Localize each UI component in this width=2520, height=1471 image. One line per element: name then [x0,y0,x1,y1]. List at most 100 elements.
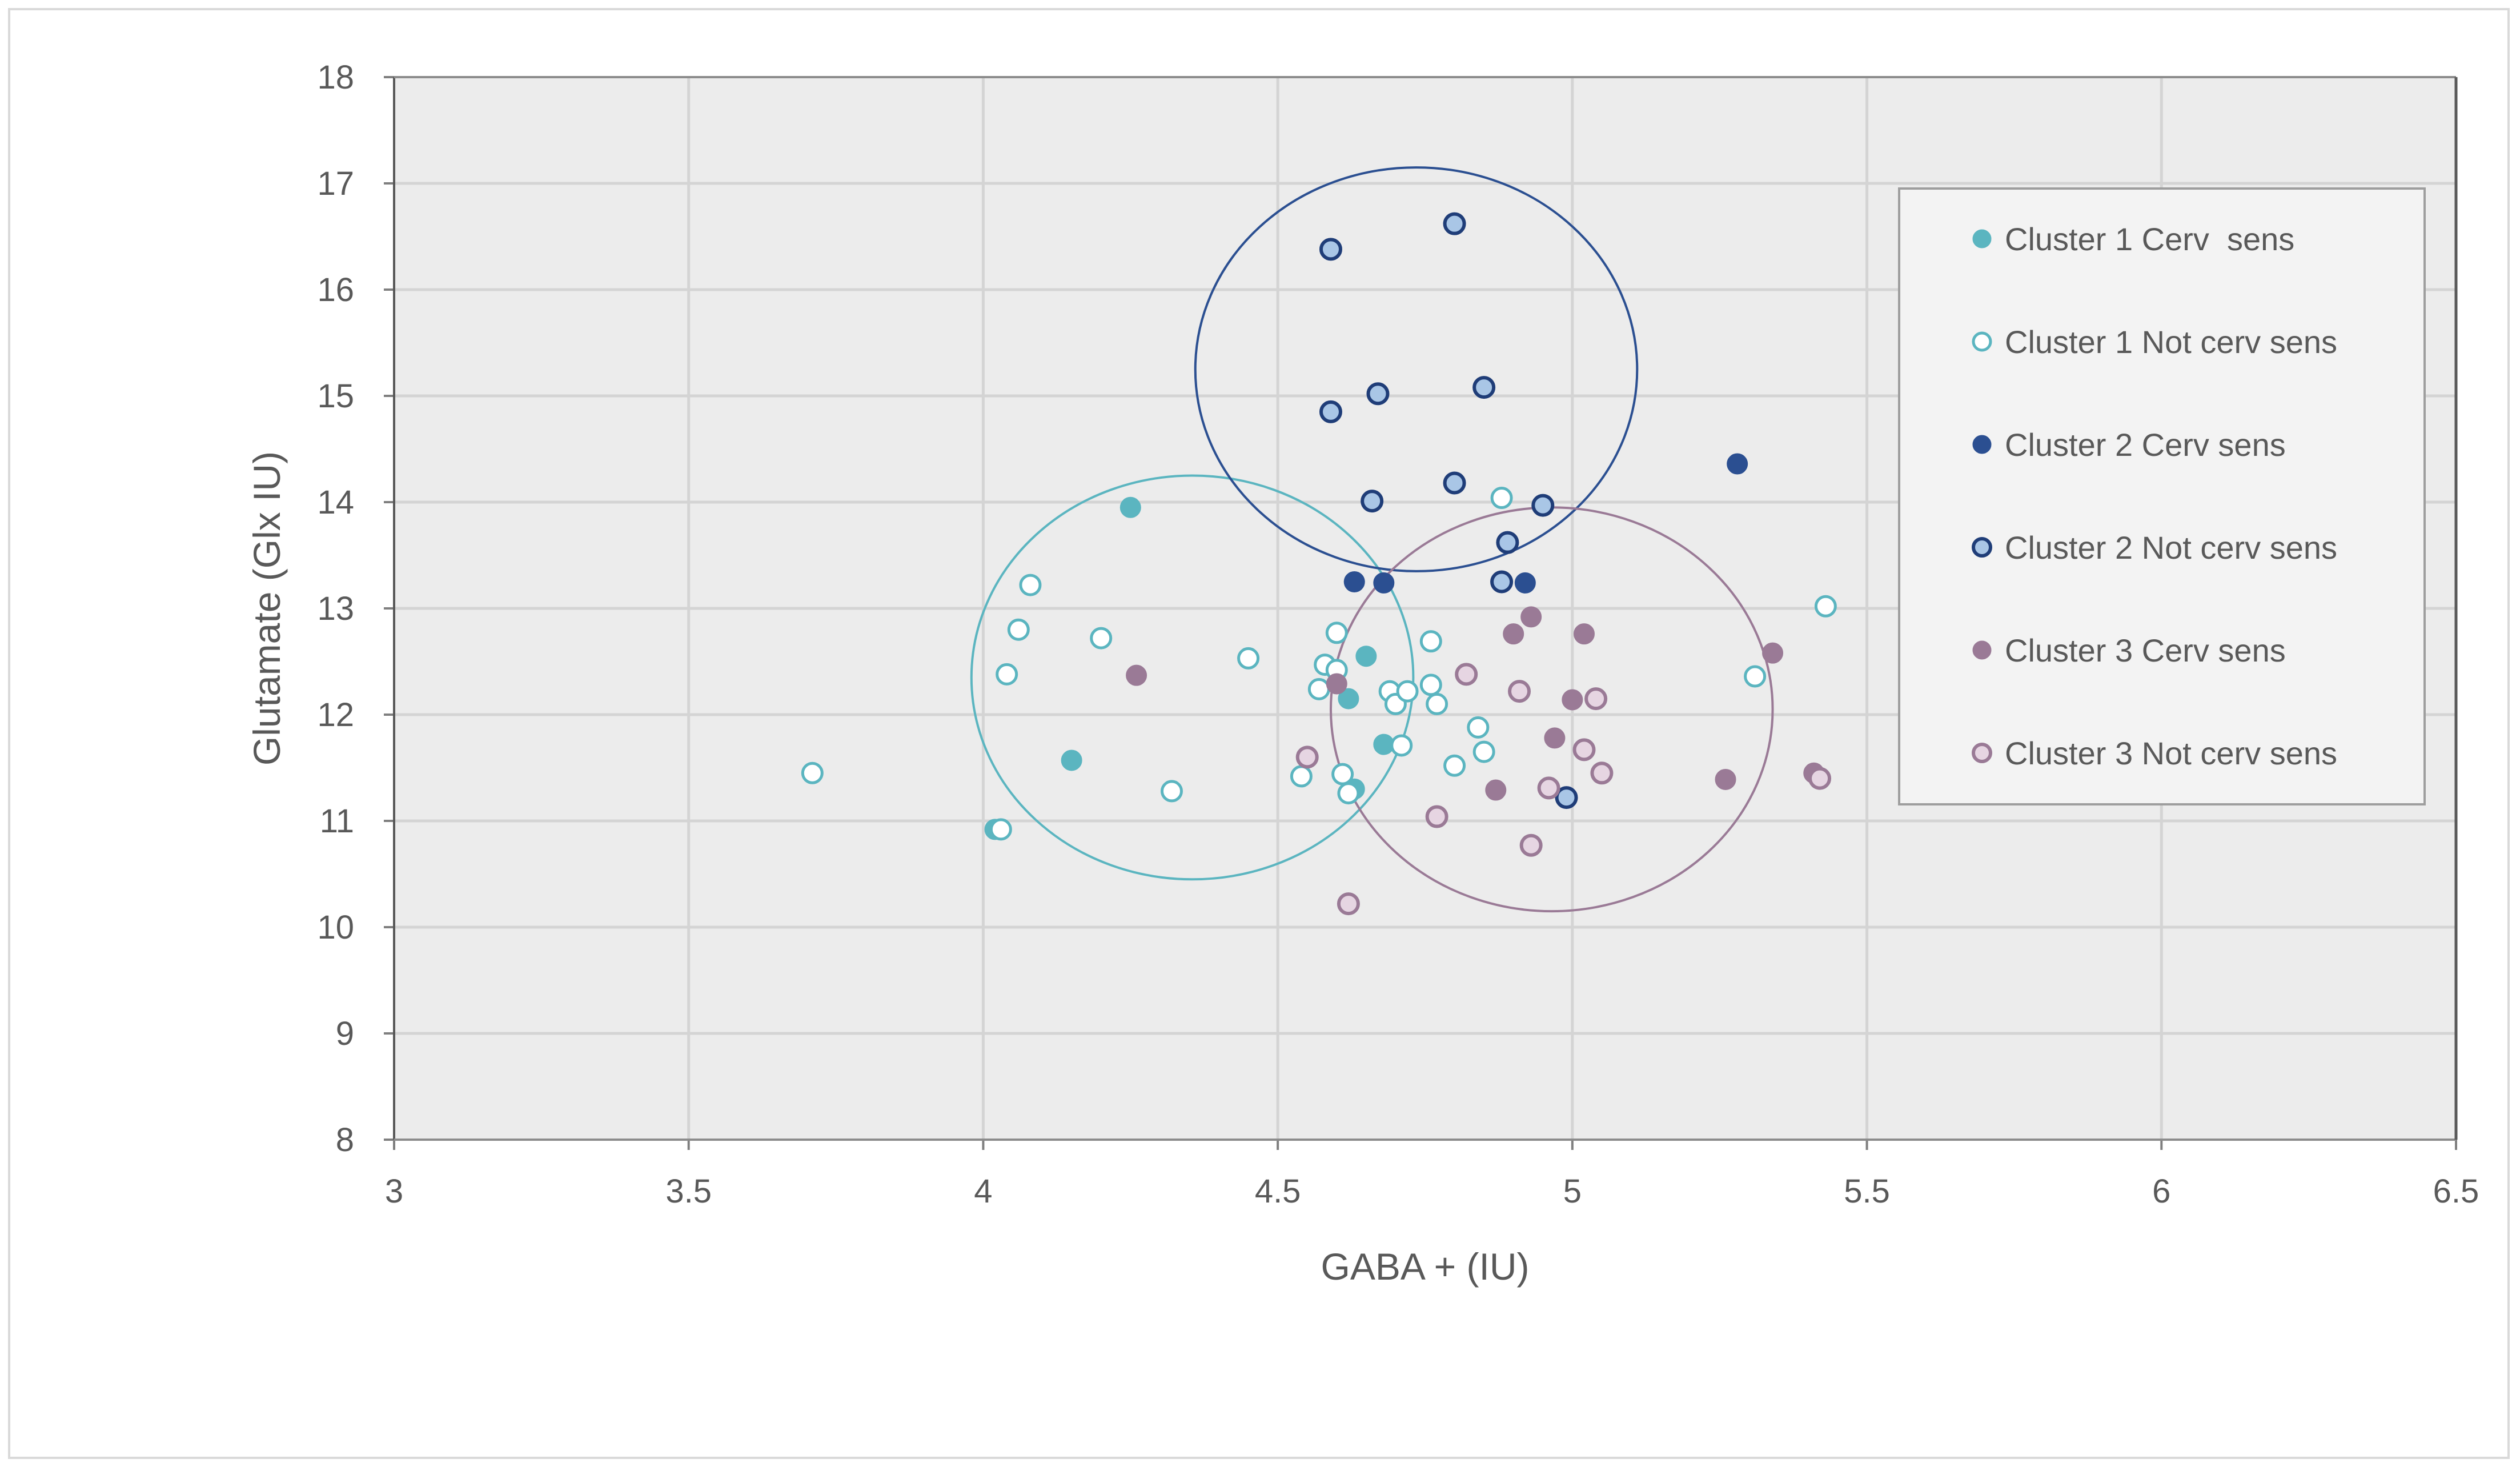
data-point [1419,674,1442,696]
data-point [1472,740,1495,763]
data-point [989,818,1012,841]
data-points [801,212,1837,916]
x-tick-label: 3 [385,1173,403,1210]
legend: Cluster 1 Cerv sens Cluster 1 Not cerv se… [1898,187,2426,805]
axes: 3 3.5 4 4.5 5 5.5 6 6.5 8 9 10 11 12 13 14 15 16 17 18 [317,59,2479,1210]
x-tick-label: 5 [1563,1173,1582,1210]
data-point [1119,496,1141,518]
y-tick-label: 15 [317,378,354,415]
data-point [1455,663,1478,686]
x-tick-label: 4 [974,1173,992,1210]
y-axis-title: Glutamate (Glx IU) [246,451,288,765]
data-point [1007,618,1030,641]
data-point [1519,833,1543,857]
data-point [1331,763,1354,785]
data-point [1373,572,1395,594]
data-point [1390,734,1413,757]
y-tick-label: 11 [320,803,354,840]
data-point [1496,531,1519,554]
data-point [1443,471,1466,495]
legend-label: Cluster 3 Not cerv sens [2005,735,2337,771]
legend-marker [1972,743,1992,763]
data-point [1338,688,1359,710]
x-tick-label: 5.5 [1844,1173,1890,1210]
data-point [1537,776,1560,800]
data-point [1808,767,1832,790]
data-point [1443,754,1466,777]
cluster-ellipse [1194,166,1639,572]
data-point [1319,400,1342,423]
data-point [1355,646,1377,667]
data-point [1544,727,1566,749]
data-point [1366,382,1390,406]
y-tick-label: 9 [336,1015,354,1052]
data-point [1307,678,1330,700]
data-point [1715,768,1736,790]
data-point [1508,680,1531,703]
legend-marker [1972,537,1992,558]
data-point [1326,673,1347,695]
data-point [1584,687,1608,711]
legend-box [1898,187,2426,805]
x-tick-label: 6 [2152,1173,2170,1210]
data-point [1485,779,1507,801]
data-point [1290,765,1313,788]
data-point [1762,642,1784,664]
y-tick-label: 17 [317,165,354,202]
data-point [1562,689,1583,711]
data-point [1531,494,1555,517]
legend-label: Cluster 2 Cerv sens [2005,427,2286,463]
legend-label: Cluster 2 Not cerv sens [2005,530,2337,566]
legend-label: Cluster 1 Not cerv sens [2005,324,2337,360]
data-point [1343,571,1365,592]
data-point [1090,627,1113,650]
y-tick-label: 10 [317,909,354,946]
y-tick-label: 14 [317,484,354,521]
y-tick-label: 8 [336,1121,354,1159]
data-point [1472,376,1496,399]
data-point [1295,745,1319,769]
data-point [1572,738,1596,761]
data-point [996,663,1018,686]
data-point [1337,892,1360,916]
data-point [1490,570,1514,594]
data-point [1019,574,1042,596]
data-point [1814,595,1837,618]
legend-marker [1972,640,1992,660]
legend-marker [1972,435,1992,454]
data-point [1061,749,1082,771]
data-point [1396,680,1419,703]
data-point [1555,786,1578,809]
data-point [1361,490,1384,513]
y-tick-label: 18 [317,59,354,96]
legend-label: Cluster 3 Cerv sens [2005,632,2286,668]
legend-label: Cluster 1 Cerv sens [2005,221,2294,257]
data-point [1160,780,1183,803]
data-point [1727,453,1748,475]
x-tick-label: 3.5 [665,1173,712,1210]
y-tick-label: 13 [317,590,354,627]
x-tick-label: 6.5 [2433,1173,2479,1210]
y-tick-label: 16 [317,271,354,308]
data-point [1520,606,1542,628]
data-point [1503,623,1524,645]
data-point [1467,716,1490,739]
x-tick-label: 4.5 [1255,1173,1301,1210]
data-point [1337,782,1360,805]
legend-marker [1972,331,1992,352]
data-point [1419,630,1442,653]
data-point [1426,692,1448,715]
data-point [1425,805,1448,828]
data-point [801,761,824,784]
data-point [1319,238,1342,261]
data-point [1237,647,1260,670]
data-point [1590,761,1614,785]
data-point [1490,487,1513,510]
x-axis-title: GABA + (IU) [1321,1245,1530,1288]
data-point [1325,622,1348,644]
y-tick-label: 12 [317,696,354,734]
data-point [1573,623,1595,645]
legend-marker [1972,229,1992,248]
data-point [1443,212,1466,235]
